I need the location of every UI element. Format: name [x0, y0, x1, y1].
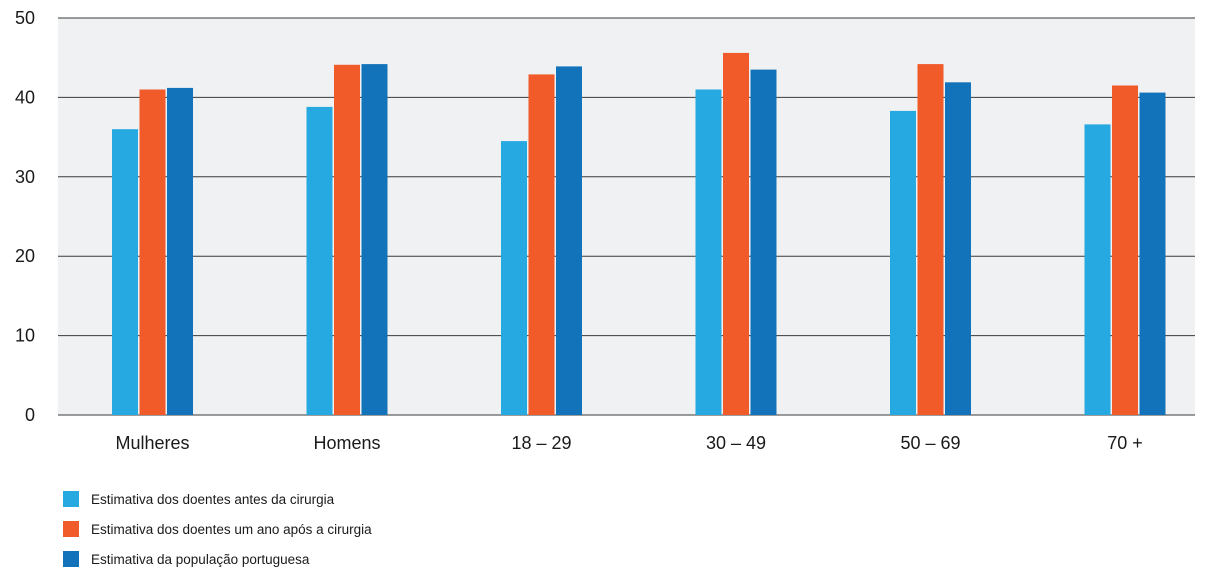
- bar: [750, 69, 777, 415]
- bar: [112, 129, 138, 415]
- x-tick-label: 70 +: [1107, 433, 1143, 453]
- bar: [695, 89, 722, 415]
- x-tick-label: Homens: [313, 433, 380, 453]
- bar: [334, 64, 360, 416]
- bar: [917, 64, 944, 415]
- bar: [945, 82, 971, 416]
- bar: [556, 66, 582, 416]
- legend-item: Estimativa da população portuguesa: [63, 544, 372, 574]
- y-tick-label: 30: [15, 167, 35, 187]
- legend: Estimativa dos doentes antes da cirurgia…: [63, 484, 372, 574]
- y-axis-tick-labels: 0 10 20 30 40 50: [15, 8, 35, 425]
- y-tick-label: 20: [15, 246, 35, 266]
- bar: [361, 64, 388, 415]
- y-tick-label: 0: [25, 405, 35, 425]
- bar-chart: 0 10 20 30 40 50 Mulheres Homens 18 – 29 30 – 49…: [15, 8, 1195, 453]
- legend-label: Estimativa da população portuguesa: [91, 551, 310, 567]
- legend-swatch: [63, 491, 79, 507]
- bar: [1084, 124, 1111, 416]
- y-tick-label: 40: [15, 87, 35, 107]
- legend-label: Estimativa dos doentes antes da cirurgia: [91, 491, 335, 507]
- bar: [890, 110, 916, 416]
- bar: [167, 87, 193, 416]
- legend-item: Estimativa dos doentes antes da cirurgia: [63, 484, 372, 514]
- bars: [112, 52, 1166, 416]
- bar: [139, 89, 166, 415]
- bar: [306, 106, 333, 416]
- plot-background: [58, 18, 1195, 415]
- x-tick-label: 50 – 69: [900, 433, 960, 453]
- y-tick-label: 50: [15, 8, 35, 28]
- bar: [723, 52, 749, 416]
- x-tick-label: Mulheres: [115, 433, 189, 453]
- x-tick-label: 18 – 29: [511, 433, 571, 453]
- legend-item: Estimativa dos doentes um ano após a cir…: [63, 514, 372, 544]
- bar: [501, 141, 527, 415]
- x-axis-tick-labels: Mulheres Homens 18 – 29 30 – 49 50 – 69 70 +: [115, 433, 1142, 453]
- bar: [528, 74, 555, 416]
- legend-swatch: [63, 551, 79, 567]
- bar: [1112, 85, 1138, 415]
- y-tick-label: 10: [15, 326, 35, 346]
- bar: [1139, 92, 1166, 415]
- legend-swatch: [63, 521, 79, 537]
- legend-label: Estimativa dos doentes um ano após a cir…: [91, 521, 372, 537]
- gridlines: [58, 17, 1195, 416]
- x-tick-label: 30 – 49: [706, 433, 766, 453]
